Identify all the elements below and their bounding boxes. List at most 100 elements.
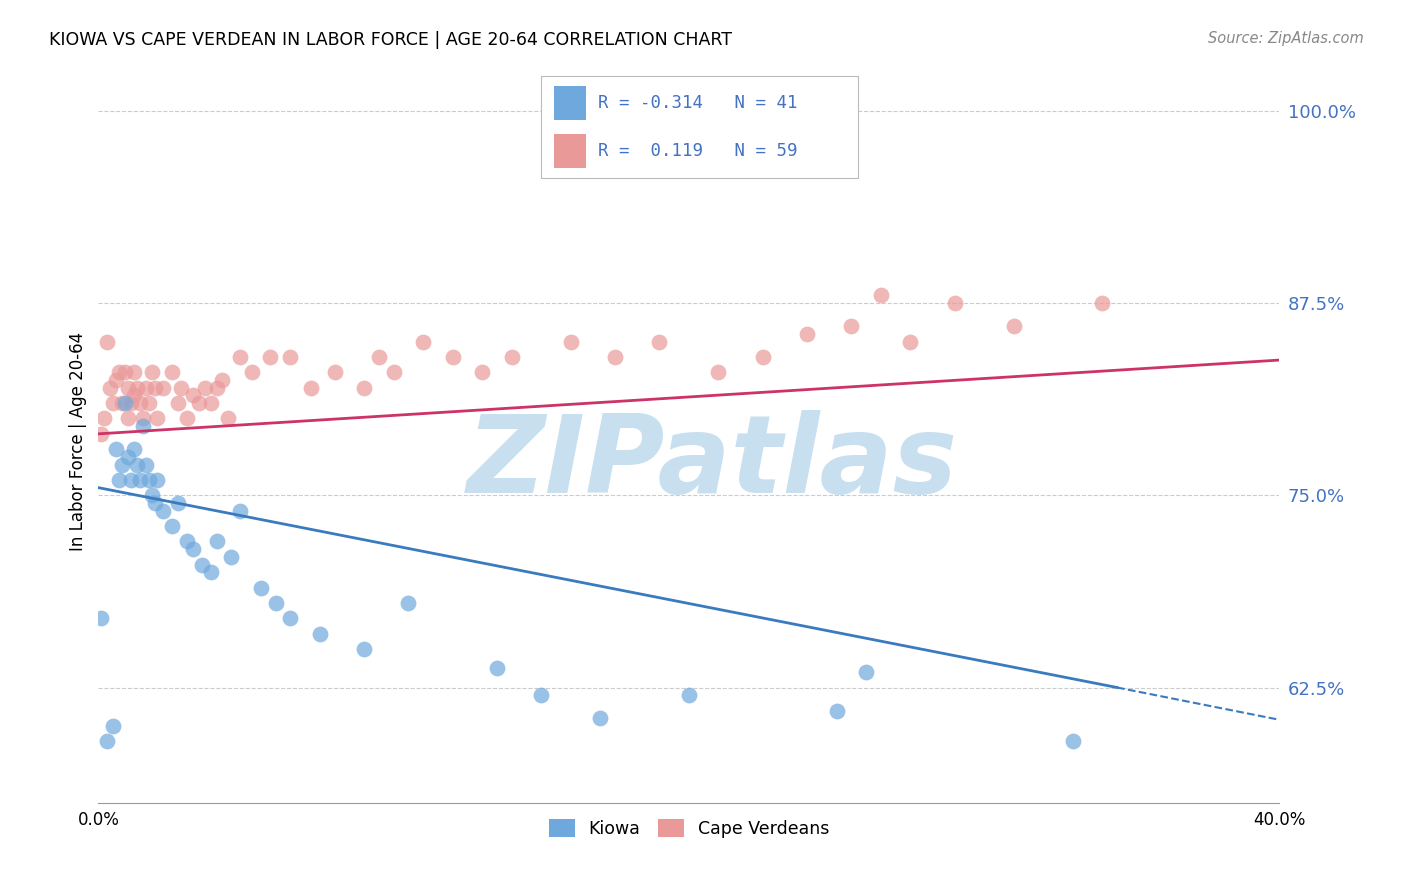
Point xyxy=(752,350,775,364)
Text: ZIPatlas: ZIPatlas xyxy=(467,410,957,516)
Point xyxy=(205,381,228,395)
Point xyxy=(122,365,145,379)
Point xyxy=(108,473,131,487)
Point xyxy=(187,396,209,410)
Point xyxy=(280,350,302,364)
Point xyxy=(132,419,155,434)
Point xyxy=(96,734,118,748)
Point xyxy=(323,365,346,379)
Point xyxy=(96,334,118,349)
Point xyxy=(111,458,134,472)
Point xyxy=(176,534,198,549)
Point xyxy=(441,350,464,364)
Point xyxy=(200,396,222,410)
Point xyxy=(299,381,322,395)
Point xyxy=(162,519,183,533)
Point xyxy=(105,373,128,387)
Point xyxy=(200,565,222,579)
Point xyxy=(143,381,166,395)
Point xyxy=(114,365,136,379)
Point xyxy=(353,642,375,657)
Point xyxy=(211,373,233,387)
Point xyxy=(108,365,131,379)
Point xyxy=(98,381,121,395)
Point xyxy=(240,365,263,379)
Point xyxy=(152,381,174,395)
Point xyxy=(170,381,193,395)
Point xyxy=(264,596,287,610)
Text: R = -0.314   N = 41: R = -0.314 N = 41 xyxy=(599,94,797,112)
Point xyxy=(855,665,877,680)
Point xyxy=(111,396,134,410)
Point xyxy=(176,411,198,425)
Point xyxy=(122,388,145,402)
Text: Source: ZipAtlas.com: Source: ZipAtlas.com xyxy=(1208,31,1364,46)
Point xyxy=(125,458,148,472)
Point xyxy=(1002,319,1025,334)
Point xyxy=(125,381,148,395)
Point xyxy=(221,549,243,564)
Point xyxy=(1062,734,1084,748)
Point xyxy=(138,396,160,410)
Point xyxy=(105,442,128,457)
Point xyxy=(501,350,523,364)
Point xyxy=(167,396,190,410)
Point xyxy=(93,411,115,425)
Point xyxy=(132,411,155,425)
Point xyxy=(205,534,228,549)
Point xyxy=(707,365,730,379)
Point xyxy=(309,626,332,640)
Point xyxy=(1091,296,1114,310)
Point xyxy=(141,488,163,502)
Point xyxy=(648,334,671,349)
Point xyxy=(382,365,405,379)
Point xyxy=(259,350,281,364)
Point xyxy=(143,496,166,510)
Point xyxy=(471,365,494,379)
Point xyxy=(194,381,217,395)
Point xyxy=(217,411,239,425)
Point xyxy=(229,350,252,364)
Point xyxy=(146,473,169,487)
Point xyxy=(412,334,434,349)
Text: KIOWA VS CAPE VERDEAN IN LABOR FORCE | AGE 20-64 CORRELATION CHART: KIOWA VS CAPE VERDEAN IN LABOR FORCE | A… xyxy=(49,31,733,49)
Point xyxy=(486,660,509,674)
Point xyxy=(943,296,966,310)
Point xyxy=(141,365,163,379)
Y-axis label: In Labor Force | Age 20-64: In Labor Force | Age 20-64 xyxy=(69,332,87,551)
Legend: Kiowa, Cape Verdeans: Kiowa, Cape Verdeans xyxy=(541,812,837,845)
Point xyxy=(870,288,893,302)
Point xyxy=(181,542,204,557)
Point xyxy=(146,411,169,425)
Point xyxy=(605,350,627,364)
Point xyxy=(117,450,139,464)
Point xyxy=(678,688,700,702)
Point xyxy=(120,473,142,487)
Point xyxy=(280,611,302,625)
Point xyxy=(90,426,112,441)
Point xyxy=(120,396,142,410)
Point xyxy=(114,396,136,410)
Point xyxy=(796,326,818,341)
Point xyxy=(353,381,375,395)
Bar xyxy=(554,87,586,120)
Point xyxy=(117,411,139,425)
Point xyxy=(530,688,553,702)
Point xyxy=(122,442,145,457)
Point xyxy=(250,581,273,595)
Point xyxy=(191,558,214,572)
Text: R =  0.119   N = 59: R = 0.119 N = 59 xyxy=(599,142,797,161)
Point xyxy=(128,473,150,487)
Point xyxy=(825,704,848,718)
Point xyxy=(229,504,252,518)
Point xyxy=(138,473,160,487)
Point xyxy=(368,350,391,364)
Point xyxy=(589,711,612,725)
Point xyxy=(398,596,420,610)
Point xyxy=(103,396,125,410)
Point xyxy=(103,719,125,733)
Bar xyxy=(554,135,586,168)
Point xyxy=(900,334,922,349)
Point xyxy=(135,381,157,395)
Point xyxy=(128,396,150,410)
